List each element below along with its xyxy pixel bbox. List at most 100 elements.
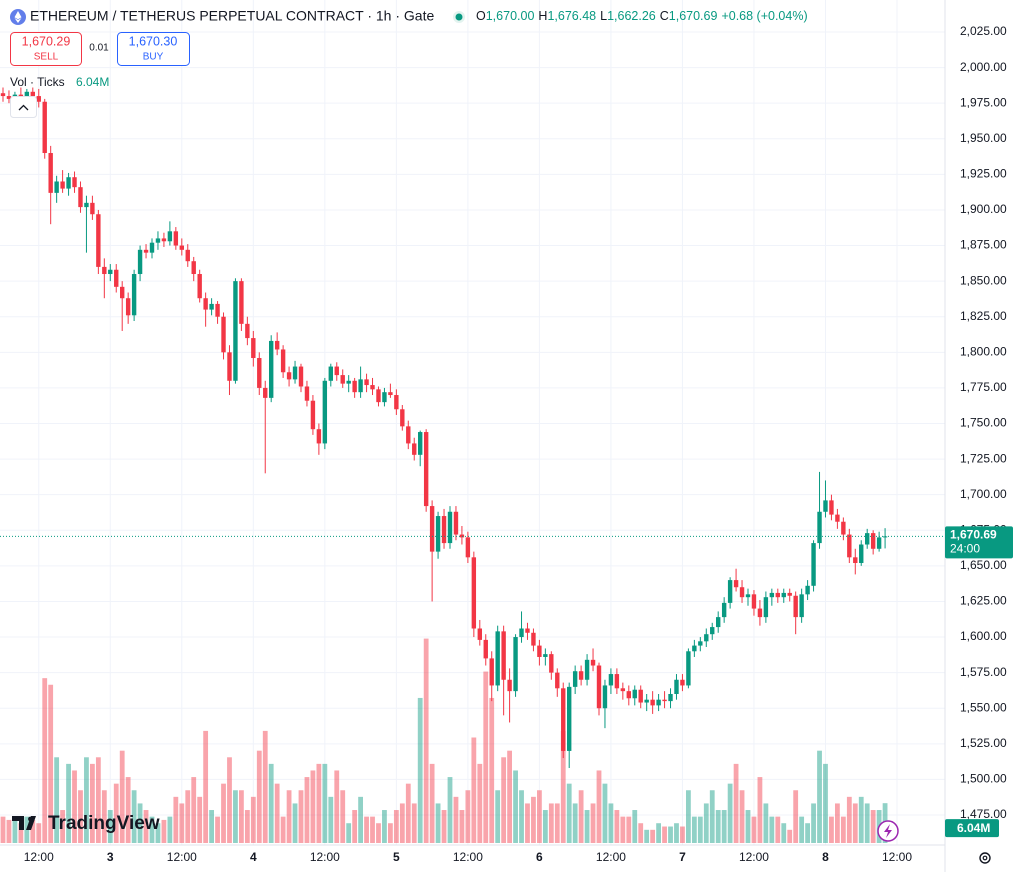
candle-body <box>620 688 626 692</box>
volume-bar <box>221 783 226 843</box>
candle-body <box>131 274 137 316</box>
x-tick-label: 12:00 <box>453 850 483 864</box>
candle-body <box>66 177 71 189</box>
volume-bar <box>352 810 358 843</box>
y-tick-label: 1,700.00 <box>960 487 1007 501</box>
volume-bar <box>95 757 101 843</box>
volume-bar <box>650 829 656 843</box>
ohlc-value: 1,670.00 <box>486 9 535 23</box>
volume-bar <box>131 790 137 843</box>
candle-body <box>304 386 310 401</box>
x-tick-label: 12:00 <box>310 850 340 864</box>
volume-bar <box>614 810 620 843</box>
ohlc-change: +0.68 (+0.04%) <box>721 9 807 23</box>
volume-bar <box>668 826 673 843</box>
volume-bar <box>471 737 477 843</box>
candle-body <box>203 298 208 310</box>
candle-body <box>513 637 518 692</box>
sell-label: SELL <box>34 52 59 63</box>
volume-bar <box>453 796 459 843</box>
y-tick-label: 1,800.00 <box>960 344 1007 358</box>
countdown: 24:00 <box>950 542 980 556</box>
x-tick-label: 12:00 <box>167 850 197 864</box>
volume-bar <box>823 763 828 843</box>
candle-body <box>310 400 316 430</box>
volume-badge-label: 6.04M <box>957 821 990 835</box>
candle-body <box>346 380 351 384</box>
candle-body <box>418 432 423 455</box>
candle-body <box>865 533 870 545</box>
volume-bar <box>745 810 751 843</box>
volume-bar <box>721 810 727 843</box>
logo-dot <box>28 816 33 822</box>
candle-body <box>459 534 465 538</box>
volume-bar <box>835 803 840 843</box>
grid <box>0 0 945 845</box>
collapse-button[interactable] <box>10 96 37 118</box>
y-tick-label: 1,600.00 <box>960 629 1007 643</box>
volume-bar <box>340 790 346 843</box>
candle-body <box>143 249 149 253</box>
sell-price: 1,670.29 <box>22 34 71 48</box>
candle-body <box>745 594 751 598</box>
candle-body <box>322 380 328 444</box>
volume-bar <box>525 803 530 843</box>
candle-body <box>209 303 214 310</box>
candle-body <box>686 651 691 686</box>
candle-body <box>638 689 643 703</box>
candle-body <box>501 631 506 680</box>
volume-bar <box>48 684 54 843</box>
y-tick-label: 1,775.00 <box>960 380 1007 394</box>
volume-bar <box>477 763 483 843</box>
volume-bar <box>244 810 250 843</box>
volume-bar <box>787 829 793 843</box>
sell-button[interactable] <box>10 32 82 66</box>
volume-bar <box>817 750 822 843</box>
candle-body <box>543 654 548 657</box>
volume-bar <box>656 823 661 843</box>
candle-body <box>823 500 828 512</box>
candle-body <box>567 686 572 751</box>
y-tick-label: 1,650.00 <box>960 558 1007 572</box>
candle-body <box>787 592 792 596</box>
volume-bar <box>30 819 36 843</box>
candle-body <box>90 202 95 215</box>
volume-bar <box>268 763 274 843</box>
volume-bar <box>513 770 518 843</box>
y-tick-label: 1,500.00 <box>960 772 1007 786</box>
candle-body <box>316 429 322 444</box>
candle-body <box>477 628 482 640</box>
volume-bar <box>0 816 6 843</box>
volume-bar <box>846 796 852 843</box>
candle-body <box>263 387 268 398</box>
symbol-title[interactable]: ETHEREUM / TETHERUS PERPETUAL CONTRACT ·… <box>30 8 434 24</box>
y-tick-label: 1,750.00 <box>960 416 1007 430</box>
candle-body <box>155 238 161 243</box>
candle-body <box>561 688 566 751</box>
x-tick-label: 6 <box>536 850 543 864</box>
volume-bar <box>215 816 220 843</box>
settings-button[interactable] <box>979 852 991 864</box>
spread: 0.01 <box>89 43 109 54</box>
buy-button[interactable] <box>117 32 190 66</box>
y-tick-label: 1,850.00 <box>960 273 1007 287</box>
candle-body <box>251 338 256 359</box>
candle-body <box>245 323 250 339</box>
x-tick-label: 12:00 <box>882 850 912 864</box>
volume-bar <box>292 803 298 843</box>
volume-bar <box>578 790 584 843</box>
volume-bar <box>382 810 387 843</box>
volume-bar <box>239 790 244 843</box>
candle-body <box>692 645 697 652</box>
volume-bar <box>447 777 453 843</box>
volume-bar <box>829 816 834 843</box>
candle-body <box>662 699 667 702</box>
volume-bar <box>733 763 739 843</box>
candle-body <box>859 544 864 564</box>
volume-bar <box>864 803 870 843</box>
volume-bar <box>531 796 536 843</box>
candle-body <box>280 349 286 373</box>
volume-bar <box>6 819 12 843</box>
candle-body <box>626 691 631 699</box>
